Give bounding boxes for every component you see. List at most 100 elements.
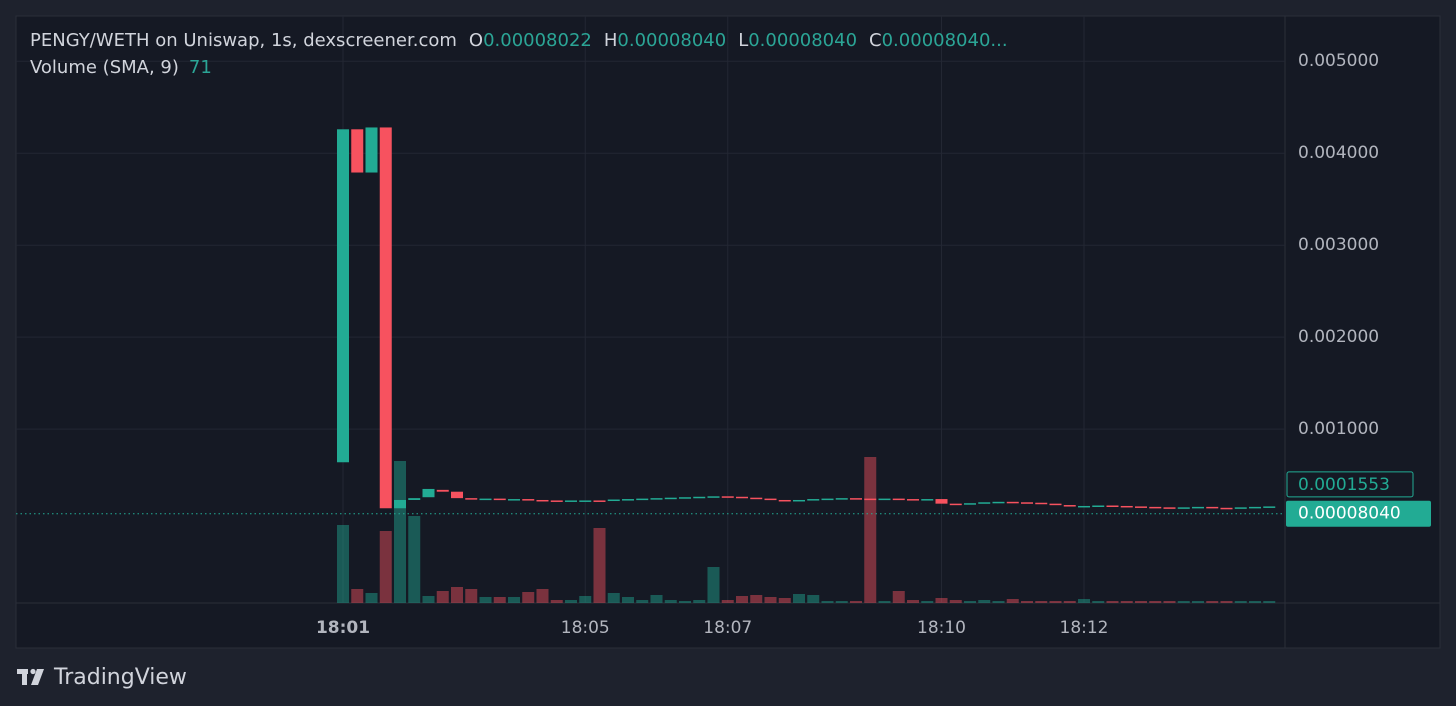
- volume-bar: [508, 597, 520, 603]
- candle-body: [1021, 502, 1033, 504]
- grid: [16, 16, 1285, 603]
- candle-body: [793, 499, 805, 502]
- volume-bar: [864, 457, 877, 603]
- candle-body: [436, 489, 449, 492]
- volume-bar: [1063, 601, 1076, 603]
- candle-body: [1220, 507, 1233, 510]
- volume-bar: [964, 601, 976, 603]
- volume-bar: [1192, 601, 1204, 603]
- candle-body: [764, 498, 777, 501]
- volume-bar: [1249, 601, 1261, 603]
- candle-body: [650, 498, 663, 500]
- candle-body: [493, 498, 506, 501]
- volume-bar: [835, 601, 848, 603]
- x-tick-label: 18:10: [917, 618, 966, 638]
- volume-bar: [664, 600, 677, 603]
- volume-pane: [337, 457, 1276, 603]
- candle-body: [750, 497, 763, 500]
- candle-body: [835, 498, 848, 500]
- candle-body: [1035, 502, 1048, 505]
- candle-body: [337, 129, 349, 463]
- candle-body: [707, 496, 720, 498]
- volume-legend: Volume (SMA, 9) 71: [30, 57, 212, 78]
- ohlc-key: O: [468, 30, 484, 51]
- volume-bar: [550, 600, 563, 603]
- candle-body: [1078, 505, 1090, 508]
- candle-body: [978, 502, 991, 504]
- volume-bar: [436, 591, 449, 603]
- candle-body: [1006, 501, 1019, 504]
- volume-bar: [522, 592, 535, 603]
- title: PENGY/WETH on Uniswap, 1s, dexscreener.c…: [30, 30, 457, 51]
- candle-body: [422, 488, 435, 498]
- candle-body: [1120, 505, 1133, 508]
- volume-bar: [1177, 601, 1190, 603]
- volume-bar: [379, 531, 392, 603]
- ohlc-value: 0.00008040...: [881, 30, 1008, 51]
- candle-body: [451, 491, 463, 499]
- volume-bar: [451, 587, 463, 603]
- x-tick-label: 18:12: [1060, 618, 1109, 638]
- candle-body: [679, 497, 691, 499]
- volume-bar: [878, 601, 891, 603]
- volume-bar: [351, 589, 364, 603]
- logo: [17, 668, 44, 685]
- y-tick-label: 0.005000: [1298, 51, 1379, 71]
- volume-bar: [921, 601, 934, 603]
- candle-body: [907, 499, 919, 501]
- candle-body: [850, 498, 862, 500]
- sma-price-box: [1286, 471, 1414, 498]
- candle-body: [365, 127, 378, 173]
- logo-part: [30, 668, 36, 675]
- candle-body: [465, 498, 478, 500]
- ohlc-key: H: [603, 30, 618, 51]
- volume-bar: [337, 525, 349, 603]
- volume-bar: [422, 596, 435, 603]
- candle-body: [479, 498, 492, 501]
- ohlc-value: 0.00008040: [617, 30, 727, 51]
- volume-bar: [935, 598, 948, 603]
- x-tick-label: 18:05: [561, 618, 610, 638]
- volume-bar: [1234, 601, 1247, 603]
- candle-body: [1177, 507, 1190, 509]
- candle-body: [1049, 503, 1062, 506]
- candle-body: [394, 499, 406, 509]
- candle-body: [949, 503, 962, 506]
- candle-body: [1192, 506, 1204, 509]
- volume-bar: [1120, 601, 1133, 603]
- candles: [337, 127, 1276, 510]
- ohlc-value: 0.00008022: [483, 30, 592, 51]
- y-tick-label: 0.002000: [1298, 327, 1379, 347]
- candle-body: [1106, 505, 1119, 507]
- candle-body: [1135, 506, 1147, 508]
- candle-body: [1263, 506, 1276, 508]
- volume-bar: [750, 595, 763, 603]
- candle-body: [992, 501, 1005, 504]
- watermark: TradingView: [53, 665, 187, 690]
- candle-body: [721, 496, 734, 498]
- volume-bar: [778, 598, 791, 603]
- candle-body: [622, 499, 634, 501]
- volume-bar: [1106, 601, 1119, 603]
- x-tick-label: 18:01: [316, 618, 370, 638]
- candle-body: [1163, 507, 1176, 509]
- candle-body: [1249, 506, 1261, 509]
- candle-body: [693, 496, 706, 499]
- ohlc-key: C: [869, 30, 882, 51]
- candle-body: [579, 500, 592, 502]
- volume-bar: [679, 601, 691, 603]
- logo-part: [31, 669, 44, 685]
- logo-part: [22, 669, 27, 685]
- candle-body: [878, 498, 891, 501]
- candle-body: [921, 499, 934, 501]
- volume-bar: [1135, 601, 1147, 603]
- candle-body: [1149, 506, 1162, 509]
- volume-bar: [650, 595, 663, 603]
- candle-body: [636, 498, 649, 501]
- volume-bar: [764, 597, 777, 603]
- volume-bar: [593, 528, 606, 603]
- legend-header: PENGY/WETH on Uniswap, 1s, dexscreener.c…: [30, 30, 1008, 51]
- volume-bar: [736, 596, 748, 603]
